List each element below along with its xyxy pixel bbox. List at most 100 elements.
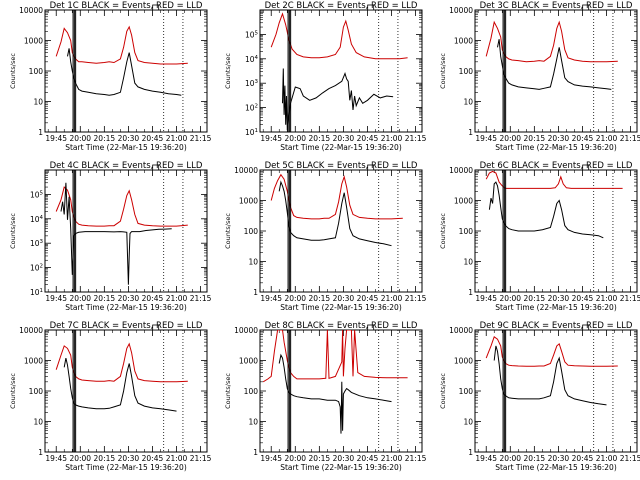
marker-square xyxy=(152,324,160,331)
x-tick-label: 21:15 xyxy=(405,134,427,143)
x-tick-label: 20:45 xyxy=(142,294,164,303)
x-tick-label: 20:45 xyxy=(142,134,164,143)
y-tick-label: 102 xyxy=(245,104,258,113)
x-tick-label: 20:30 xyxy=(333,294,355,303)
series-lld-line xyxy=(485,336,618,367)
series-events-line xyxy=(282,68,394,131)
x-tick-label: 20:15 xyxy=(94,454,116,463)
x-tick-label: 20:45 xyxy=(572,454,594,463)
marker-square xyxy=(582,164,590,171)
y-axis-label: Counts/sec xyxy=(224,53,232,89)
panel-1: 1 10 100 1000 10000 19:45 20:00 20:15 20:30 20:45… xyxy=(9,1,212,152)
series-lld-line xyxy=(55,342,188,383)
series-events-line xyxy=(278,180,392,247)
x-tick-label: 21:15 xyxy=(620,294,640,303)
y-tick-label: 104 xyxy=(245,55,259,64)
y-axis-label: Counts/sec xyxy=(224,373,232,409)
x-tick-label: 20:15 xyxy=(524,294,546,303)
panel-6: 1 10 100 1000 10000 19:45 20:00 20:15 20:30 20:45… xyxy=(439,161,640,312)
x-tick-label: 20:00 xyxy=(284,294,306,303)
panel-7: 1 10 100 1000 10000 19:45 20:00 20:15 20:30 20:45… xyxy=(9,321,212,472)
y-tick-label: 10 xyxy=(248,418,258,427)
y-tick-label: 100 xyxy=(459,67,474,76)
y-tick-label: 10000 xyxy=(234,326,258,335)
x-tick-label: 20:45 xyxy=(572,134,594,143)
x-tick-label: 20:30 xyxy=(333,454,355,463)
y-tick-label: 100 xyxy=(244,387,259,396)
x-tick-label: 20:45 xyxy=(357,454,379,463)
x-tick-label: 20:00 xyxy=(499,134,521,143)
x-axis-label: Start Time (22-Mar-15 19:36:20) xyxy=(280,303,402,312)
y-tick-label: 1 xyxy=(38,448,43,457)
y-tick-label: 1000 xyxy=(454,357,473,366)
y-tick-label: 10000 xyxy=(449,166,473,175)
x-tick-label: 21:15 xyxy=(405,454,427,463)
panel-title: Det 3C BLACK = Events, RED = LLD xyxy=(480,1,633,11)
series-lld-line xyxy=(55,25,188,65)
x-tick-label: 19:45 xyxy=(45,454,67,463)
x-tick-label: 20:15 xyxy=(94,294,116,303)
y-tick-label: 10 xyxy=(33,98,43,107)
series-lld-line xyxy=(485,20,618,63)
x-tick-label: 20:00 xyxy=(284,454,306,463)
panel-8: 1 10 100 1000 10000 19:45 20:00 20:15 20:30 20:45… xyxy=(224,321,427,472)
x-axis-label: Start Time (22-Mar-15 19:36:20) xyxy=(495,303,617,312)
marker-square xyxy=(152,164,160,171)
x-tick-label: 20:30 xyxy=(118,134,140,143)
panel-3: 1 10 100 1000 10000 19:45 20:00 20:15 20:30 20:45… xyxy=(439,1,640,152)
series-lld-line xyxy=(485,170,623,189)
x-tick-label: 21:00 xyxy=(166,454,188,463)
y-tick-label: 102 xyxy=(30,264,43,273)
y-tick-label: 100 xyxy=(459,227,474,236)
panel-4: 101 102 103 104 105 19:45 20:00 20:15 20:30 20:45… xyxy=(9,161,212,312)
x-tick-label: 20:45 xyxy=(142,454,164,463)
x-tick-label: 21:00 xyxy=(381,294,403,303)
x-tick-label: 19:45 xyxy=(260,134,282,143)
panel-title: Det 4C BLACK = Events, RED = LLD xyxy=(50,161,203,171)
y-tick-label: 1000 xyxy=(454,197,473,206)
series-events-line xyxy=(278,353,392,434)
y-axis-label: Counts/sec xyxy=(9,53,17,89)
y-tick-label: 1000 xyxy=(239,197,258,206)
panel-2: 101 102 103 104 105 19:45 20:00 20:15 20:30 20:45… xyxy=(224,1,427,152)
x-tick-label: 20:45 xyxy=(572,294,594,303)
x-tick-label: 21:00 xyxy=(596,294,618,303)
x-tick-label: 20:30 xyxy=(548,294,570,303)
x-tick-label: 21:15 xyxy=(620,454,640,463)
y-tick-label: 1000 xyxy=(454,37,473,46)
x-tick-label: 20:00 xyxy=(499,454,521,463)
x-tick-label: 19:45 xyxy=(260,294,282,303)
y-tick-label: 1 xyxy=(468,128,473,137)
series-lld-line xyxy=(262,330,408,383)
y-axis-label: Counts/sec xyxy=(9,213,17,249)
y-tick-label: 10 xyxy=(248,258,258,267)
y-tick-label: 1 xyxy=(468,448,473,457)
x-tick-label: 21:15 xyxy=(190,454,212,463)
y-tick-label: 10000 xyxy=(234,166,258,175)
x-tick-label: 20:15 xyxy=(309,134,331,143)
x-tick-label: 21:00 xyxy=(166,134,188,143)
x-tick-label: 20:00 xyxy=(69,134,91,143)
panel-9: 1 10 100 1000 10000 19:45 20:00 20:15 20:30 20:45… xyxy=(439,321,640,472)
x-tick-label: 20:30 xyxy=(118,294,140,303)
y-tick-label: 100 xyxy=(29,387,44,396)
y-axis-label: Counts/sec xyxy=(439,53,447,89)
x-tick-label: 21:15 xyxy=(620,134,640,143)
panel-title: Det 9C BLACK = Events, RED = LLD xyxy=(480,321,633,331)
x-tick-label: 19:45 xyxy=(45,134,67,143)
panel-title: Det 6C BLACK = Events, RED = LLD xyxy=(480,161,633,171)
x-tick-label: 21:15 xyxy=(190,134,212,143)
y-tick-label: 10 xyxy=(33,418,43,427)
plot-frame xyxy=(259,9,423,133)
x-tick-label: 21:15 xyxy=(405,294,427,303)
x-tick-label: 19:45 xyxy=(260,454,282,463)
y-axis-label: Counts/sec xyxy=(439,213,447,249)
marker-square xyxy=(367,324,375,331)
x-axis-label: Start Time (22-Mar-15 19:36:20) xyxy=(65,303,187,312)
marker-square xyxy=(582,4,590,11)
x-axis-label: Start Time (22-Mar-15 19:36:20) xyxy=(495,463,617,472)
x-tick-label: 20:00 xyxy=(499,294,521,303)
marker-square xyxy=(367,4,375,11)
